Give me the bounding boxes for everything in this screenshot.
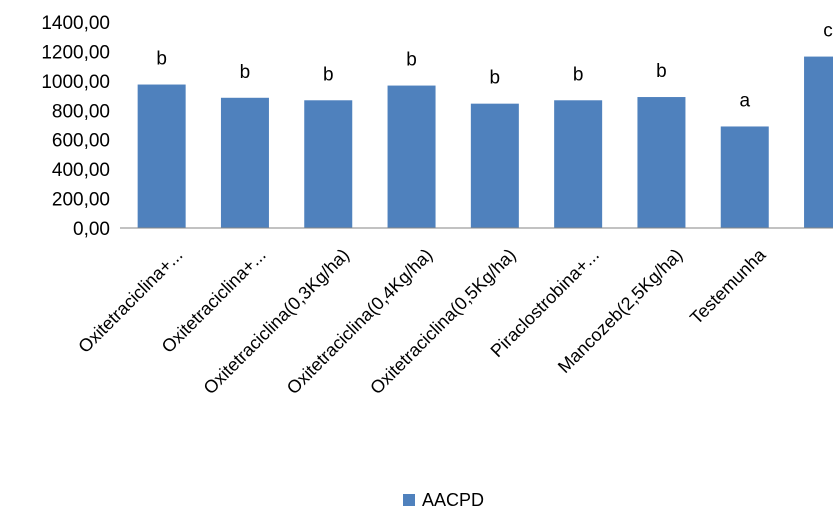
- y-tick-label: 600,00: [52, 131, 110, 152]
- bar: [304, 100, 353, 228]
- y-tick-label: 200,00: [52, 190, 110, 211]
- x-tick-label: Oxitetraciclina(0,5Kg/ha): [366, 245, 520, 399]
- data-label: b: [323, 64, 334, 85]
- data-label: a: [739, 90, 750, 111]
- bar: [137, 84, 186, 229]
- data-label: b: [406, 50, 417, 71]
- bar: [470, 103, 519, 228]
- bar: [804, 56, 833, 229]
- y-tick-label: 800,00: [52, 101, 110, 122]
- data-label: b: [656, 61, 667, 82]
- bar: [220, 97, 269, 229]
- legend-swatch: [403, 494, 415, 506]
- y-axis: 0,00 200,00 400,00 600,00 800,00 1000,00 1200,…: [41, 13, 110, 240]
- data-label: b: [156, 49, 167, 70]
- data-label: b: [240, 62, 251, 83]
- bar: [387, 85, 436, 229]
- x-axis: Oxitetraciclina+...Oxitetraciclina+...Ox…: [74, 227, 833, 399]
- legend-label: AACPD: [422, 490, 484, 510]
- bar: [637, 97, 686, 229]
- data-label: c: [823, 21, 833, 42]
- legend: AACPD: [403, 490, 484, 510]
- data-label: b: [573, 64, 584, 85]
- y-tick-label: 1000,00: [41, 72, 110, 93]
- data-labels: b b b b b b b a c: [156, 21, 832, 112]
- bars: [137, 56, 833, 229]
- y-tick-label: 400,00: [52, 160, 110, 181]
- bar: [554, 100, 603, 228]
- data-label: b: [490, 68, 501, 89]
- y-tick-label: 1200,00: [41, 42, 110, 63]
- x-tick-label: Testemunha: [686, 244, 770, 328]
- y-tick-label: 0,00: [73, 219, 110, 240]
- x-tick-label: Oxitetraciclina(0,4Kg/ha): [283, 245, 437, 399]
- x-tick-label: Oxitetraciclina(0,3Kg/ha): [200, 245, 354, 399]
- y-tick-label: 1400,00: [41, 13, 110, 34]
- bar: [720, 126, 769, 228]
